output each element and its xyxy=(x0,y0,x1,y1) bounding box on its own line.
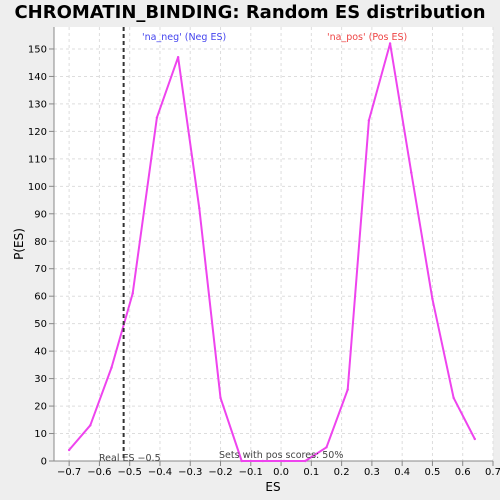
y-tick-label: 40 xyxy=(34,347,47,358)
data-point xyxy=(110,366,113,369)
data-point xyxy=(431,297,434,301)
y-tick-label: 120 xyxy=(28,127,47,138)
y-tick-label: 130 xyxy=(28,99,47,110)
x-tick-label: 0.3 xyxy=(364,467,380,478)
x-tick-label: 0.7 xyxy=(485,467,500,478)
x-tick-label: −0.2 xyxy=(208,467,232,478)
x-tick-label: 0.4 xyxy=(394,467,410,478)
data-point xyxy=(176,56,180,59)
x-tick-label: 0.6 xyxy=(455,467,471,478)
y-tick-label: 50 xyxy=(34,319,47,330)
grid xyxy=(54,27,494,462)
data-point xyxy=(155,116,159,119)
x-tick-label: −0.1 xyxy=(239,467,263,478)
data-point xyxy=(346,388,349,391)
y-tick-label: 110 xyxy=(28,154,47,165)
data-point xyxy=(473,437,477,441)
x-tick-label: 0.0 xyxy=(273,467,289,478)
y-tick-label: 20 xyxy=(34,402,47,413)
data-point xyxy=(304,459,307,463)
x-tick-label: −0.3 xyxy=(178,467,202,478)
y-axis-label: P(ES) xyxy=(12,228,26,260)
data-point xyxy=(452,396,455,400)
data-point xyxy=(325,446,328,449)
x-tick-label: −0.7 xyxy=(57,467,81,478)
x-tick-label: −0.4 xyxy=(148,467,172,478)
y-tick-label: 100 xyxy=(28,182,47,193)
neg-es-legend-label: 'na_neg' (Neg ES) xyxy=(142,32,226,43)
axes: −0.7 −0.6 −0.5 −0.4 −0.3 −0.2 −0.1 0.0 0.1 0.2 0.3… xyxy=(28,27,500,478)
data-point xyxy=(240,459,243,463)
chart-title: CHROMATIN_BINDING: Random ES distributio… xyxy=(14,2,485,23)
y-tick-label: 80 xyxy=(34,237,47,248)
series-line-group xyxy=(67,42,477,463)
data-point xyxy=(198,207,201,210)
pos-es-legend-label: 'na_pos' (Pos ES) xyxy=(327,32,407,43)
series-line xyxy=(68,42,476,462)
plot-area xyxy=(54,27,493,461)
y-tick-label: 150 xyxy=(28,44,47,55)
data-point xyxy=(282,459,286,463)
data-point xyxy=(410,171,413,174)
y-tick-label: 10 xyxy=(34,429,47,440)
y-tick-label: 90 xyxy=(34,209,47,220)
x-axis-label: ES xyxy=(265,480,280,494)
y-tick-label: 60 xyxy=(34,292,47,303)
data-point xyxy=(89,424,92,427)
x-tick-label: 0.5 xyxy=(424,467,440,478)
real-es-label: Real ES −0.5 xyxy=(99,453,161,464)
data-point xyxy=(131,292,134,295)
data-point xyxy=(261,459,265,463)
y-tick-label: 140 xyxy=(28,72,47,83)
data-point xyxy=(367,119,371,122)
y-tick-label: 30 xyxy=(34,374,47,385)
data-point xyxy=(67,448,71,452)
data-point xyxy=(388,42,392,45)
x-tick-label: −0.6 xyxy=(87,467,111,478)
x-tick-label: 0.2 xyxy=(334,467,350,478)
x-tick-label: −0.5 xyxy=(118,467,142,478)
data-point xyxy=(219,396,222,400)
sets-pos-scores-label: Sets with pos scores: 50% xyxy=(219,450,343,461)
y-tick-label: 70 xyxy=(34,264,47,275)
y-tick-label: 0 xyxy=(41,457,47,468)
x-tick-label: 0.1 xyxy=(303,467,319,478)
